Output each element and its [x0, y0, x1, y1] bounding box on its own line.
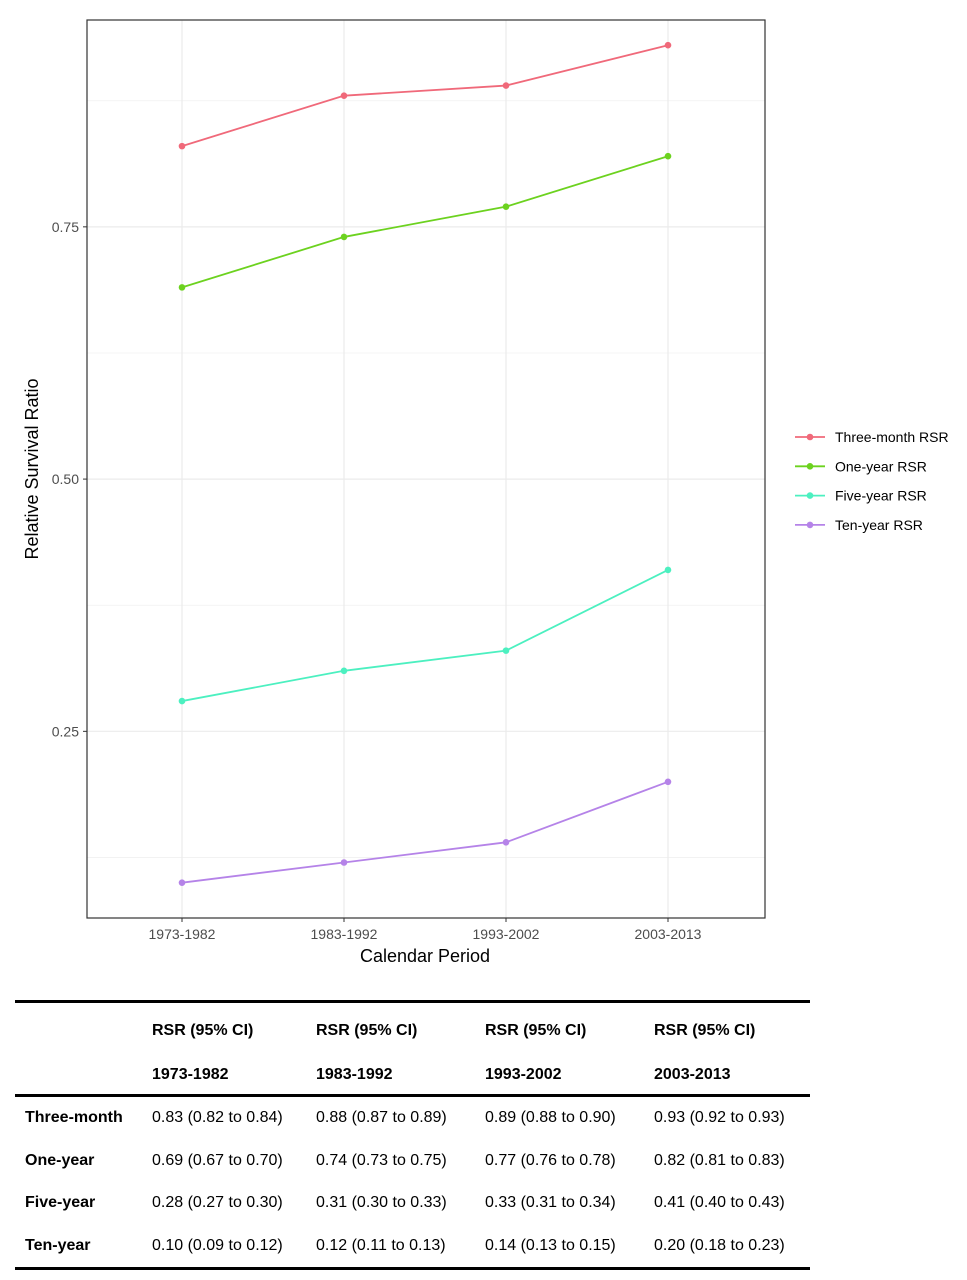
table-cell: 0.83 (0.82 to 0.84) [152, 1109, 283, 1127]
table-cell: 0.31 (0.30 to 0.33) [316, 1194, 447, 1212]
y-tick-label: 0.75 [52, 219, 79, 235]
table-header-row: RSR (95% CI) RSR (95% CI) RSR (95% CI) R… [15, 1000, 810, 1060]
series-line [181, 569, 669, 702]
legend-item: Ten-year RSR [795, 517, 923, 533]
series-line [181, 780, 669, 884]
table-row: One-year 0.69 (0.67 to 0.70) 0.74 (0.73 … [15, 1140, 810, 1183]
series-ten-year-rsr [178, 778, 672, 886]
rsr-table: RSR (95% CI) RSR (95% CI) RSR (95% CI) R… [15, 1000, 810, 1270]
data-point [664, 152, 672, 160]
data-point [664, 778, 672, 786]
grid-minor [87, 100, 765, 858]
table-cell: 0.12 (0.11 to 0.13) [316, 1236, 446, 1254]
y-tick-label: 0.25 [52, 723, 79, 739]
row-label: Five-year [25, 1194, 96, 1212]
row-label: Ten-year [25, 1236, 91, 1254]
series-one-year-rsr [178, 152, 672, 291]
table-cell: 0.33 (0.31 to 0.34) [485, 1194, 616, 1212]
x-tick-label: 2003-2013 [635, 926, 702, 942]
table-cell: 0.74 (0.73 to 0.75) [316, 1151, 447, 1169]
legend-key-point [806, 463, 814, 470]
table-row: Three-month 0.83 (0.82 to 0.84) 0.88 (0.… [15, 1096, 810, 1140]
data-point [178, 284, 186, 291]
plot-panel-border [86, 19, 766, 919]
legend-label: Three-month RSR [835, 429, 949, 445]
grid-major [87, 20, 765, 918]
survival-line-chart: 0.25 0.50 0.75 1973-1982 1983-1992 1993-2002… [22, 19, 949, 966]
legend-label: One-year RSR [835, 458, 927, 474]
series-line [181, 155, 669, 289]
legend-key-point [806, 492, 814, 499]
table-row: Five-year 0.28 (0.27 to 0.30) 0.31 (0.30… [15, 1182, 810, 1225]
data-point [664, 41, 672, 49]
table-row: Ten-year 0.10 (0.09 to 0.12) 0.12 (0.11 … [15, 1225, 810, 1269]
data-point [178, 879, 186, 886]
table-period-row: 1973-1982 1983-1992 1993-2002 2003-2013 [15, 1060, 810, 1096]
table-cell: 0.41 (0.40 to 0.43) [654, 1194, 785, 1212]
series-layer [178, 41, 672, 886]
data-point [502, 839, 510, 846]
data-point [502, 82, 510, 89]
table-cell: 0.14 (0.13 to 0.15) [485, 1236, 616, 1254]
header-period: 1993-2002 [485, 1066, 562, 1083]
data-point [178, 697, 186, 705]
legend: Three-month RSR One-year RSR Five-year RSR… [795, 429, 949, 533]
legend-label: Ten-year RSR [835, 517, 923, 533]
table-cell: 0.88 (0.87 to 0.89) [316, 1109, 447, 1127]
table-top-rule [15, 1000, 810, 1003]
series-five-year-rsr [178, 566, 672, 705]
header-period: 1983-1992 [316, 1066, 393, 1083]
x-tick-label: 1983-1992 [311, 926, 378, 942]
table-cell: 0.82 (0.81 to 0.83) [654, 1151, 785, 1169]
header-blank [15, 1000, 152, 1060]
data-point [664, 566, 672, 574]
x-tick-label: 1993-2002 [473, 926, 540, 942]
y-axis-ticks: 0.25 0.50 0.75 [52, 219, 87, 739]
legend-item: One-year RSR [795, 458, 927, 474]
header-blank [15, 1060, 152, 1096]
data-point [340, 859, 348, 866]
y-tick-label: 0.50 [52, 471, 79, 487]
header-period: 2003-2013 [654, 1066, 731, 1083]
table-cell: 0.93 (0.92 to 0.93) [654, 1109, 785, 1127]
series-line [181, 44, 669, 147]
series-three-month-rsr [178, 41, 672, 150]
data-point [502, 203, 510, 210]
table-cell: 0.77 (0.76 to 0.78) [485, 1151, 616, 1169]
legend-key-point [806, 521, 814, 529]
legend-key-point [806, 433, 814, 441]
table-cell: 0.89 (0.88 to 0.90) [485, 1109, 616, 1127]
x-axis-ticks: 1973-1982 1983-1992 1993-2002 2003-2013 [149, 918, 702, 942]
header-rsr-ci: RSR (95% CI) [152, 1022, 254, 1039]
table-cell: 0.20 (0.18 to 0.23) [654, 1236, 785, 1254]
data-point [340, 233, 348, 241]
legend-label: Five-year RSR [835, 488, 927, 504]
x-tick-label: 1973-1982 [149, 926, 216, 942]
y-axis-title: Relative Survival Ratio [22, 378, 42, 559]
header-rsr-ci: RSR (95% CI) [654, 1022, 756, 1039]
header-rsr-ci: RSR (95% CI) [316, 1022, 418, 1039]
header-period: 1973-1982 [152, 1066, 229, 1083]
data-point [178, 142, 186, 150]
table-cell: 0.28 (0.27 to 0.30) [152, 1194, 283, 1212]
header-rsr-ci: RSR (95% CI) [485, 1022, 587, 1039]
row-label: One-year [25, 1151, 95, 1169]
data-point [502, 647, 510, 654]
legend-item: Five-year RSR [795, 488, 927, 504]
legend-item: Three-month RSR [795, 429, 949, 445]
table-cell: 0.69 (0.67 to 0.70) [152, 1151, 283, 1169]
table-cell: 0.10 (0.09 to 0.12) [152, 1236, 283, 1254]
data-point [340, 92, 348, 99]
row-label: Three-month [25, 1109, 123, 1127]
data-point [340, 667, 348, 675]
x-axis-title: Calendar Period [360, 946, 490, 966]
